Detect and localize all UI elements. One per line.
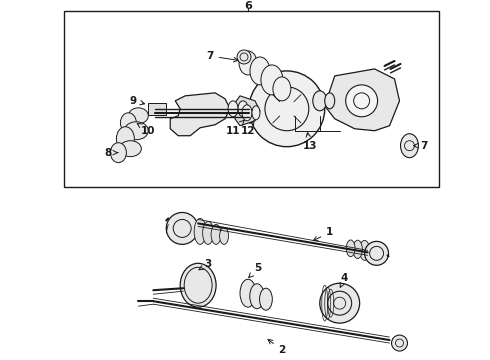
Ellipse shape	[239, 51, 257, 75]
Text: 1: 1	[313, 228, 333, 240]
Text: 6: 6	[244, 1, 252, 11]
Bar	[64, 11, 440, 186]
Ellipse shape	[261, 65, 283, 95]
Ellipse shape	[250, 57, 270, 85]
Text: 9: 9	[130, 96, 145, 106]
Ellipse shape	[194, 219, 206, 244]
Ellipse shape	[203, 221, 214, 244]
Text: 7: 7	[414, 141, 428, 151]
Ellipse shape	[228, 101, 238, 117]
Ellipse shape	[273, 77, 291, 101]
Text: 3: 3	[199, 259, 212, 270]
Text: 10: 10	[137, 123, 155, 136]
Polygon shape	[325, 69, 399, 131]
Bar	[148, 103, 166, 115]
Circle shape	[320, 283, 360, 323]
Ellipse shape	[240, 279, 256, 307]
Ellipse shape	[120, 141, 141, 157]
Ellipse shape	[353, 240, 362, 258]
Circle shape	[345, 85, 378, 117]
Circle shape	[166, 212, 198, 244]
Ellipse shape	[260, 288, 272, 310]
Text: 2: 2	[268, 339, 286, 355]
Circle shape	[365, 242, 389, 265]
Text: 5: 5	[249, 263, 262, 278]
Ellipse shape	[238, 101, 248, 117]
Ellipse shape	[124, 122, 148, 140]
Ellipse shape	[325, 93, 335, 109]
Circle shape	[237, 50, 251, 64]
Ellipse shape	[313, 91, 327, 111]
Ellipse shape	[242, 105, 252, 121]
Ellipse shape	[252, 106, 260, 120]
Ellipse shape	[121, 113, 136, 133]
Circle shape	[249, 71, 325, 147]
Text: 11: 11	[226, 120, 244, 136]
Ellipse shape	[211, 224, 221, 244]
Polygon shape	[170, 93, 230, 136]
Text: 7: 7	[206, 51, 238, 62]
Ellipse shape	[220, 228, 228, 244]
Ellipse shape	[400, 134, 418, 158]
Text: 4: 4	[340, 273, 348, 287]
Text: 8: 8	[105, 148, 118, 158]
Ellipse shape	[360, 240, 369, 260]
Ellipse shape	[128, 108, 148, 124]
Ellipse shape	[346, 240, 355, 257]
Text: 13: 13	[302, 132, 317, 151]
Ellipse shape	[180, 263, 216, 307]
Circle shape	[392, 335, 408, 351]
Polygon shape	[235, 96, 260, 126]
Ellipse shape	[117, 127, 134, 151]
Text: 12: 12	[241, 121, 255, 136]
Ellipse shape	[250, 284, 264, 309]
Ellipse shape	[110, 143, 126, 163]
